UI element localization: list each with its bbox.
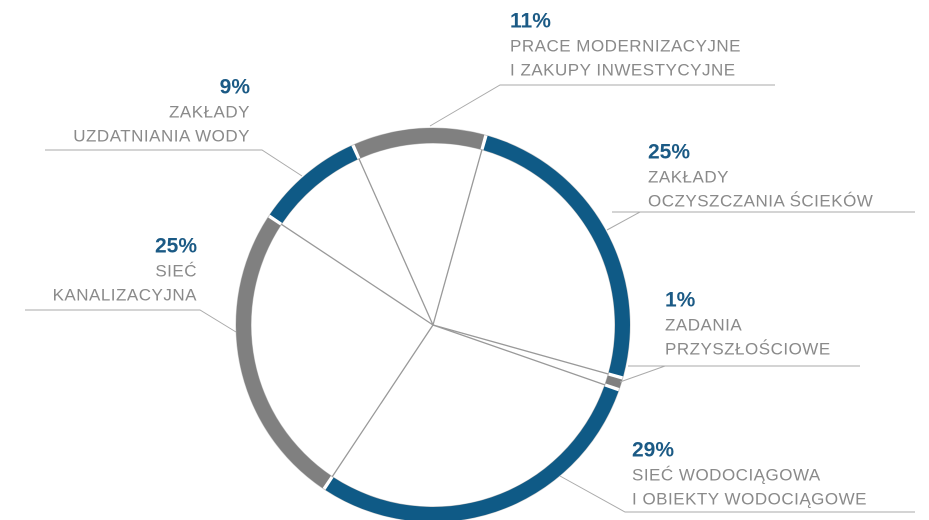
leader-line: [25, 309, 237, 333]
category-label: PRZYSZŁOŚCIOWE: [665, 339, 831, 358]
radial-line: [432, 324, 609, 375]
category-label: I OBIEKTY WODOCIĄGOWE: [632, 489, 867, 508]
pie-segment: [605, 375, 623, 389]
pie-segment: [236, 217, 331, 489]
category-label: SIEĆ: [155, 261, 197, 280]
value-label: 11%: [510, 10, 551, 33]
value-label: 1%: [665, 289, 696, 312]
category-label: ZAKŁADY: [648, 167, 729, 186]
leader-line: [45, 149, 303, 177]
category-label: SIEĆ WODOCIĄGOWA: [632, 465, 821, 484]
pie-segment: [269, 145, 358, 223]
pie-segment: [325, 386, 619, 520]
pie-segment: [354, 128, 485, 159]
radial-line: [432, 149, 483, 326]
outer-circle: [235, 127, 631, 520]
radial-line: [432, 324, 606, 386]
category-label: PRACE MODERNIZACYJNE: [510, 36, 741, 55]
value-label: 29%: [632, 439, 674, 462]
category-label: UZDATNIANIA WODY: [73, 126, 250, 145]
leader-line: [619, 365, 860, 383]
category-label: OCZYSZCZANIA ŚCIEKÓW: [648, 191, 873, 210]
radial-line: [281, 223, 434, 326]
category-label: ZAKŁADY: [169, 102, 250, 121]
category-label: KANALIZACYJNA: [53, 285, 198, 304]
radial-line: [331, 324, 434, 477]
leader-line: [606, 211, 915, 231]
value-label: 25%: [648, 141, 690, 164]
category-label: ZADANIA: [665, 315, 742, 334]
leader-line: [429, 84, 775, 127]
radial-line: [358, 158, 434, 326]
value-label: 9%: [220, 76, 251, 99]
pie-segment: [483, 135, 630, 377]
category-label: I ZAKUPY INWESTYCYJNE: [510, 60, 736, 79]
value-label: 25%: [155, 235, 197, 258]
